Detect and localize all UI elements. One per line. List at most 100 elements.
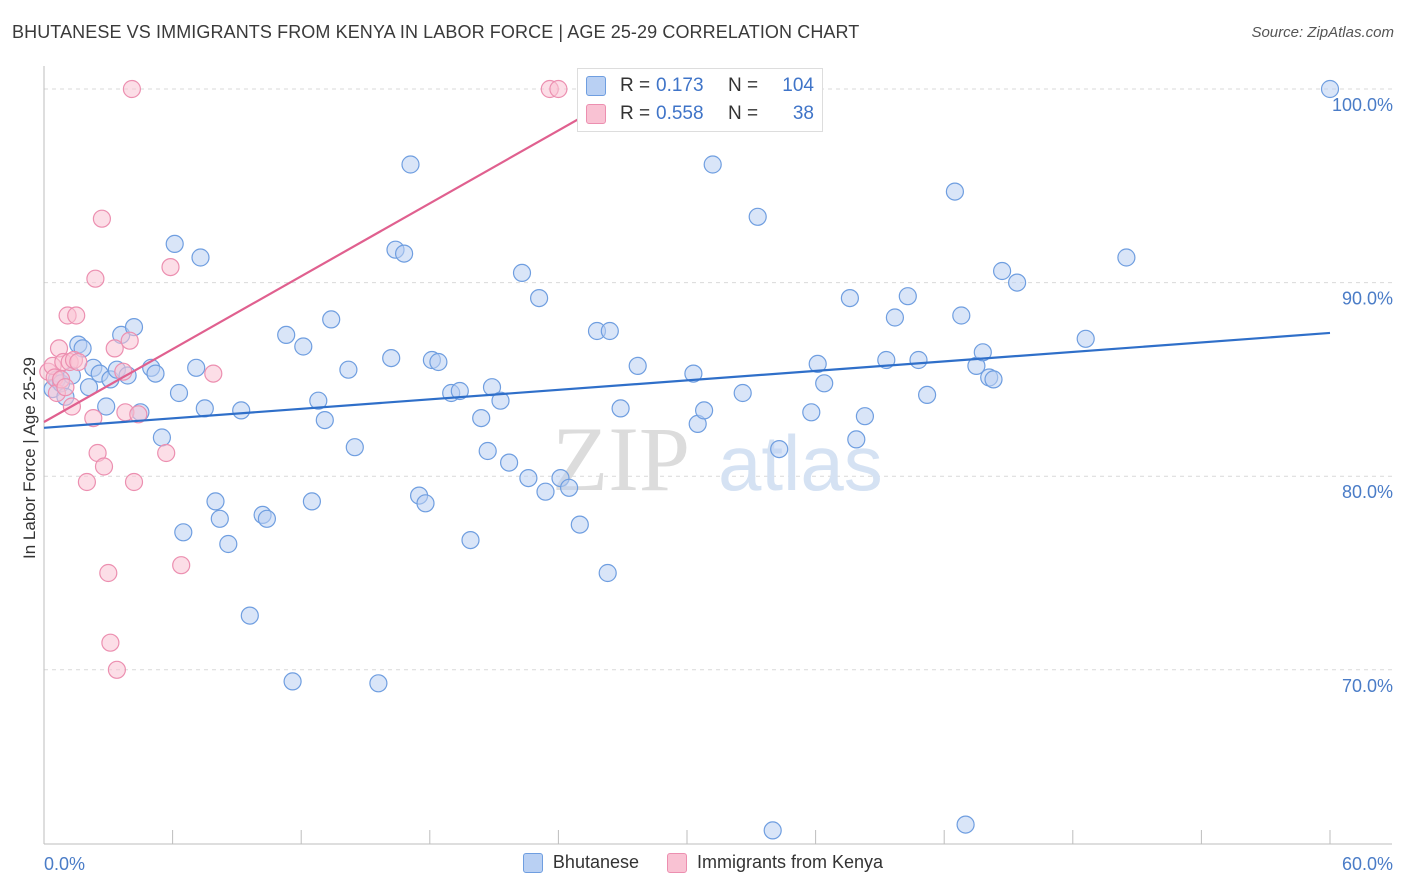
bhutanese-point[interactable] xyxy=(191,248,210,267)
bhutanese-point[interactable] xyxy=(240,606,259,625)
bhutanese-point[interactable] xyxy=(219,534,238,554)
bhutanese-point[interactable] xyxy=(519,469,538,488)
bhutanese-point[interactable] xyxy=(956,815,975,834)
kenya-point[interactable] xyxy=(86,269,105,288)
legend-item-bhutanese[interactable]: Bhutanese xyxy=(522,852,639,873)
bhutanese-point[interactable] xyxy=(339,360,358,379)
kenya-point[interactable] xyxy=(84,409,103,428)
kenya-point[interactable] xyxy=(124,472,144,492)
bhutanese-point[interactable] xyxy=(382,349,401,368)
bhutanese-point[interactable] xyxy=(345,438,364,457)
bhutanese-point[interactable] xyxy=(703,155,722,174)
bhutanese-point[interactable] xyxy=(536,482,555,501)
bhutanese-point[interactable] xyxy=(165,234,184,253)
bhutanese-point[interactable] xyxy=(309,391,328,410)
bhutanese-point[interactable] xyxy=(628,356,647,375)
kenya-point[interactable] xyxy=(157,443,176,463)
bhutanese-point[interactable] xyxy=(529,289,549,308)
kenya-point[interactable] xyxy=(99,563,118,583)
bhutanese-point[interactable] xyxy=(559,478,579,497)
kenya-point[interactable] xyxy=(69,352,88,372)
kenya-point[interactable] xyxy=(204,364,223,383)
bhutanese-point[interactable] xyxy=(763,821,782,840)
bhutanese-point[interactable] xyxy=(169,383,189,403)
trend-lines xyxy=(43,111,1331,429)
kenya-point[interactable] xyxy=(101,633,120,652)
bhutanese-point[interactable] xyxy=(401,155,420,174)
bhutanese-point[interactable] xyxy=(478,441,497,461)
bhutanese-point[interactable] xyxy=(1076,329,1095,348)
bhutanese-point[interactable] xyxy=(992,261,1012,281)
kenya-point[interactable] xyxy=(161,258,180,277)
kenya-point[interactable] xyxy=(92,209,112,228)
r-value-kenya: 0.558 xyxy=(656,103,704,124)
bhutanese-point[interactable] xyxy=(802,403,821,422)
bhutanese-point[interactable] xyxy=(684,364,703,383)
bhutanese-point[interactable] xyxy=(429,352,448,372)
bhutanese-point[interactable] xyxy=(973,343,992,362)
bhutanese-point[interactable] xyxy=(195,399,214,418)
kenya-point[interactable] xyxy=(56,378,75,397)
bhutanese-point[interactable] xyxy=(232,401,251,420)
bhutanese-point[interactable] xyxy=(369,674,388,693)
bhutanese-point[interactable] xyxy=(315,411,334,430)
bhutanese-point[interactable] xyxy=(598,563,617,583)
kenya-point[interactable] xyxy=(172,556,191,575)
bhutanese-point[interactable] xyxy=(808,354,827,373)
legend-item-kenya[interactable]: Immigrants from Kenya xyxy=(667,852,883,873)
kenya-point[interactable] xyxy=(94,457,114,476)
bhutanese-point[interactable] xyxy=(416,494,435,513)
bhutanese-point[interactable] xyxy=(283,672,302,691)
bhutanese-point[interactable] xyxy=(984,370,1003,389)
kenya-point[interactable] xyxy=(120,331,139,350)
bhutanese-point[interactable] xyxy=(206,492,225,511)
bhutanese-point[interactable] xyxy=(187,358,206,377)
bhutanese-point[interactable] xyxy=(877,350,896,370)
bhutanese-point[interactable] xyxy=(952,306,971,325)
series-kenya-points xyxy=(39,79,611,679)
bhutanese-point[interactable] xyxy=(855,407,875,426)
bhutanese-point[interactable] xyxy=(909,350,928,370)
bhutanese-point[interactable] xyxy=(770,440,789,459)
bhutanese-point[interactable] xyxy=(146,364,165,383)
bhutanese-point[interactable] xyxy=(302,492,321,511)
bhutanese-point[interactable] xyxy=(461,530,480,550)
bhutanese-point[interactable] xyxy=(294,337,313,356)
bhutanese-point[interactable] xyxy=(500,453,519,472)
bhutanese-point[interactable] xyxy=(1117,248,1136,267)
kenya-point[interactable] xyxy=(77,472,97,492)
kenya-point[interactable] xyxy=(67,306,86,325)
bhutanese-point[interactable] xyxy=(277,325,296,344)
bhutanese-point[interactable] xyxy=(152,428,171,447)
bhutanese-point[interactable] xyxy=(257,509,276,528)
bhutanese-point[interactable] xyxy=(395,244,414,263)
bhutanese-point[interactable] xyxy=(815,374,834,393)
bhutanese-point[interactable] xyxy=(885,308,905,327)
bhutanese-point[interactable] xyxy=(210,509,229,528)
kenya-point[interactable] xyxy=(549,79,568,99)
bhutanese-point[interactable] xyxy=(512,263,532,282)
kenya-point[interactable] xyxy=(105,339,124,358)
kenya-point[interactable] xyxy=(129,405,148,424)
bhutanese-point[interactable] xyxy=(917,385,937,404)
bhutanese-point[interactable] xyxy=(491,391,510,410)
bhutanese-point[interactable] xyxy=(570,515,589,534)
bhutanese-point[interactable] xyxy=(174,523,193,542)
bhutanese-point[interactable] xyxy=(322,310,341,329)
bhutanese-point[interactable] xyxy=(611,399,630,418)
kenya-point[interactable] xyxy=(107,660,127,679)
bhutanese-point[interactable] xyxy=(733,383,752,403)
bhutanese-point[interactable] xyxy=(1320,79,1340,99)
bhutanese-point[interactable] xyxy=(1007,273,1027,292)
bhutanese-point[interactable] xyxy=(694,401,714,420)
bhutanese-point[interactable] xyxy=(600,321,619,341)
bhutanese-point[interactable] xyxy=(450,381,469,401)
bhutanese-point[interactable] xyxy=(472,409,491,428)
kenya-point[interactable] xyxy=(122,79,141,99)
bhutanese-point[interactable] xyxy=(840,289,860,308)
bhutanese-point[interactable] xyxy=(748,207,767,226)
bhutanese-point[interactable] xyxy=(945,182,965,201)
bhutanese-point[interactable] xyxy=(898,287,917,306)
bhutanese-point[interactable] xyxy=(97,397,116,416)
bhutanese-point[interactable] xyxy=(847,430,866,449)
